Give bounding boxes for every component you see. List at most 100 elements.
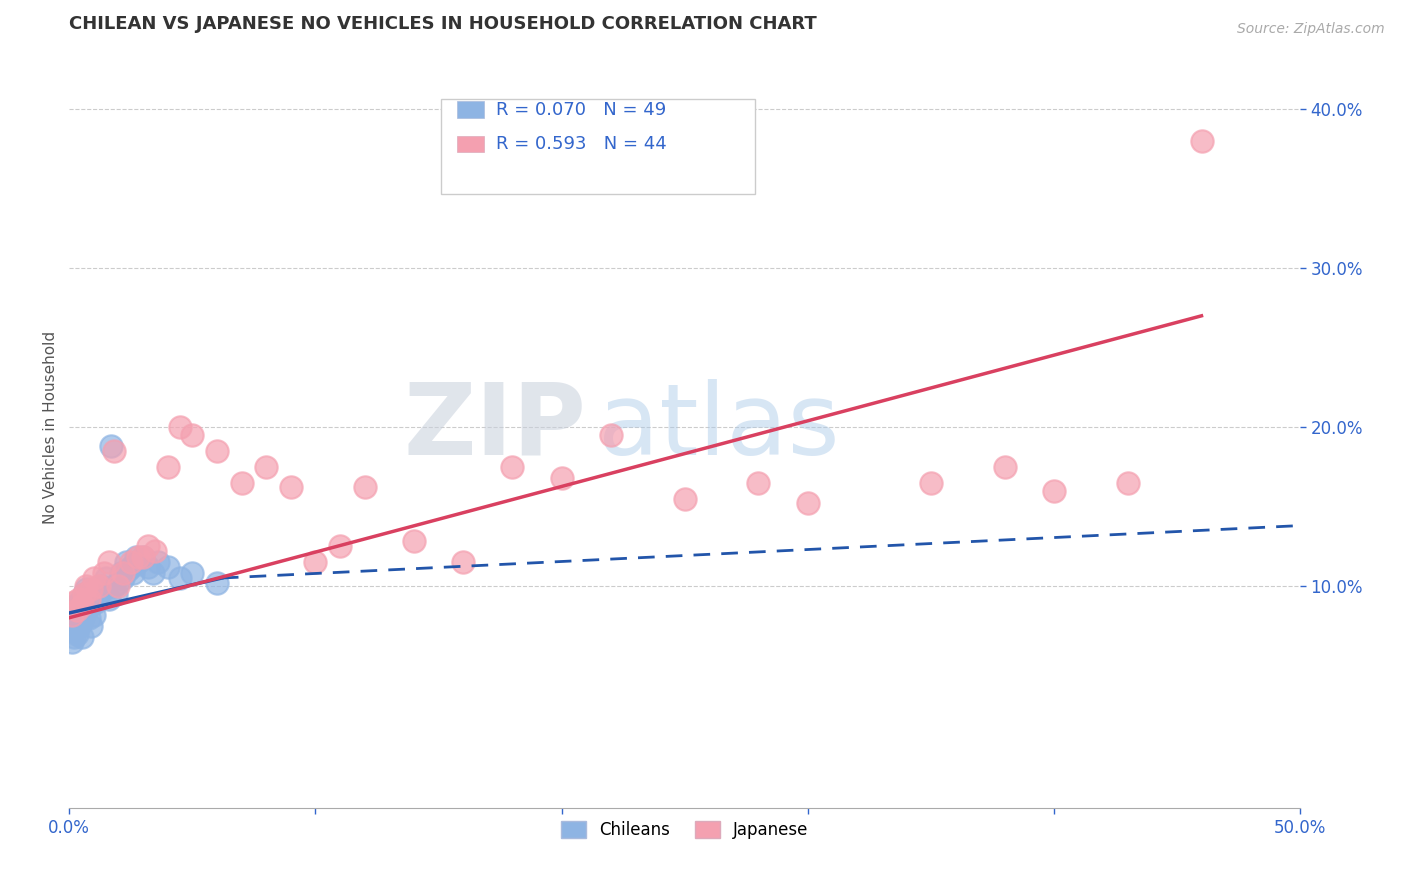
Point [280, 480, 302, 494]
Y-axis label: No Vehicles in Household: No Vehicles in Household [44, 331, 58, 524]
Point [77, 611, 100, 625]
Point [107, 575, 129, 590]
Point [231, 475, 253, 490]
Point [93, 566, 115, 581]
Point [329, 539, 352, 553]
Point [169, 571, 191, 585]
Point [100, 439, 122, 453]
Point [1191, 134, 1213, 148]
Point [146, 555, 169, 569]
Point [117, 563, 139, 577]
Point [70, 598, 93, 612]
Point [75, 579, 97, 593]
Point [105, 587, 128, 601]
Point [80, 582, 103, 596]
Point [83, 607, 105, 622]
Point [63, 603, 86, 617]
Point [402, 534, 425, 549]
Point [112, 566, 135, 581]
Text: R = 0.593   N = 44: R = 0.593 N = 44 [496, 135, 666, 153]
Point [120, 555, 142, 569]
Point [70, 630, 93, 644]
Point [60, 634, 83, 648]
FancyBboxPatch shape [441, 99, 755, 194]
Point [70, 591, 93, 606]
Point [73, 607, 96, 622]
Point [97, 591, 120, 606]
Point [63, 595, 86, 609]
Point [127, 555, 149, 569]
Point [125, 550, 148, 565]
Point [132, 550, 155, 565]
Point [920, 475, 942, 490]
Point [90, 579, 112, 593]
Text: CHILEAN VS JAPANESE NO VEHICLES IN HOUSEHOLD CORRELATION CHART: CHILEAN VS JAPANESE NO VEHICLES IN HOUSE… [69, 15, 817, 33]
Point [132, 550, 155, 565]
Point [60, 611, 83, 625]
Point [73, 587, 96, 601]
Point [205, 575, 228, 590]
Point [115, 555, 138, 569]
Point [73, 587, 96, 601]
Point [77, 591, 100, 606]
Point [63, 630, 86, 644]
Point [65, 603, 87, 617]
Point [181, 428, 204, 442]
Point [673, 491, 696, 506]
Legend: Chileans, Japanese: Chileans, Japanese [554, 814, 815, 846]
Point [80, 598, 103, 612]
Text: Source: ZipAtlas.com: Source: ZipAtlas.com [1237, 22, 1385, 37]
Point [112, 571, 135, 585]
Point [110, 566, 132, 581]
Bar [457, 136, 484, 153]
Point [1116, 475, 1139, 490]
Point [599, 428, 621, 442]
Point [103, 579, 125, 593]
Text: R = 0.070   N = 49: R = 0.070 N = 49 [496, 101, 666, 119]
Point [747, 475, 769, 490]
Text: atlas: atlas [599, 378, 839, 475]
Point [75, 582, 97, 596]
Point [70, 614, 93, 628]
Point [120, 560, 142, 574]
Point [83, 571, 105, 585]
Point [87, 579, 110, 593]
Point [142, 566, 165, 581]
Point [67, 595, 90, 609]
Point [205, 443, 228, 458]
Point [156, 560, 179, 574]
Point [77, 591, 100, 606]
Point [156, 459, 179, 474]
Point [67, 591, 90, 606]
Point [75, 603, 97, 617]
Point [145, 544, 167, 558]
Text: ZIP: ZIP [404, 378, 586, 475]
Point [169, 420, 191, 434]
Point [796, 496, 818, 510]
Point [136, 539, 159, 553]
Point [63, 618, 86, 632]
Point [103, 443, 125, 458]
Point [97, 555, 120, 569]
Point [67, 618, 90, 632]
Point [65, 598, 87, 612]
Point [87, 587, 110, 601]
Point [994, 459, 1017, 474]
Bar [457, 102, 484, 118]
Point [254, 459, 277, 474]
Point [60, 624, 83, 638]
Point [181, 566, 204, 581]
Point [304, 555, 326, 569]
Point [122, 566, 145, 581]
Point [93, 582, 115, 596]
Point [65, 626, 87, 640]
Point [136, 560, 159, 574]
Point [353, 480, 375, 494]
Point [501, 459, 523, 474]
Point [60, 607, 83, 622]
Point [1043, 483, 1066, 498]
Point [83, 587, 105, 601]
Point [451, 555, 474, 569]
Point [127, 550, 149, 565]
Point [84, 595, 107, 609]
